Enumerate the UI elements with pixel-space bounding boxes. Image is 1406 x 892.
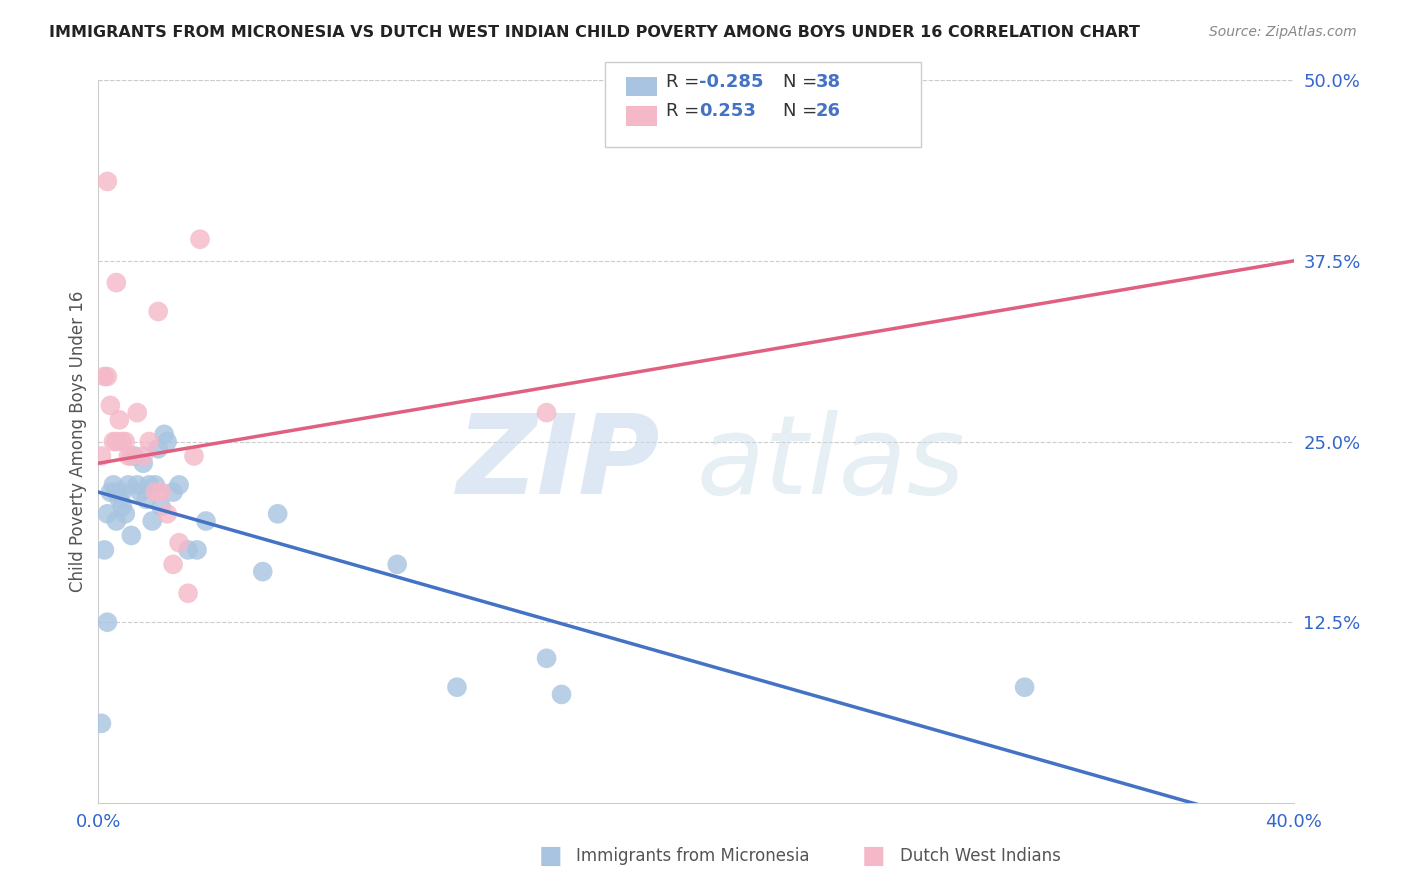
Point (148, 442, 170, 456)
Point (114, 507, 136, 521)
Point (105, 485, 128, 500)
Point (111, 434, 134, 449)
Point (143, 485, 166, 500)
Text: 38: 38 (815, 73, 841, 91)
Text: 26: 26 (815, 103, 841, 120)
Text: -0.285: -0.285 (699, 73, 763, 91)
Point (536, 651, 558, 665)
Y-axis label: Child Poverty Among Boys Under 16: Child Poverty Among Boys Under 16 (69, 291, 87, 592)
Point (132, 456, 155, 470)
Point (188, 232, 211, 246)
Point (1014, 680, 1036, 694)
Point (120, 449, 142, 463)
Point (103, 478, 125, 492)
Text: ■: ■ (862, 845, 886, 868)
Point (105, 434, 128, 449)
Point (108, 492, 131, 507)
Text: ■: ■ (538, 845, 562, 868)
Point (90, 449, 112, 463)
Point (446, 680, 468, 694)
Point (183, 449, 205, 463)
Point (141, 514, 163, 528)
Point (105, 514, 128, 528)
Point (105, 276, 128, 290)
Text: N =: N = (783, 103, 823, 120)
Point (96, 615, 118, 630)
Point (124, 449, 146, 463)
Point (167, 478, 190, 492)
Point (120, 528, 142, 542)
Point (108, 413, 131, 427)
Point (156, 434, 179, 449)
Point (96, 369, 118, 384)
Point (148, 304, 170, 318)
Point (162, 558, 184, 572)
Point (195, 514, 218, 528)
Point (93, 542, 115, 557)
Point (96, 507, 118, 521)
Point (138, 478, 160, 492)
Point (127, 478, 149, 492)
Point (162, 485, 184, 500)
Point (385, 558, 409, 572)
Point (138, 434, 160, 449)
Point (114, 434, 136, 449)
Point (96, 174, 118, 188)
Point (127, 406, 149, 420)
Point (550, 687, 572, 701)
Text: R =: R = (666, 103, 711, 120)
Point (93, 369, 115, 384)
Point (111, 485, 134, 500)
Point (252, 565, 274, 579)
Point (90, 716, 112, 731)
Text: 0.253: 0.253 (699, 103, 755, 120)
Text: ZIP: ZIP (457, 409, 661, 516)
Text: IMMIGRANTS FROM MICRONESIA VS DUTCH WEST INDIAN CHILD POVERTY AMONG BOYS UNDER 1: IMMIGRANTS FROM MICRONESIA VS DUTCH WEST… (49, 25, 1140, 40)
Text: Dutch West Indians: Dutch West Indians (900, 847, 1060, 865)
Point (536, 406, 558, 420)
Text: N =: N = (783, 73, 823, 91)
Point (98, 398, 122, 412)
Point (267, 507, 290, 521)
Point (153, 427, 176, 442)
Point (177, 586, 200, 600)
Point (111, 500, 134, 514)
Point (143, 478, 166, 492)
Point (98, 485, 122, 500)
Text: Source: ZipAtlas.com: Source: ZipAtlas.com (1209, 25, 1357, 39)
Text: Immigrants from Micronesia: Immigrants from Micronesia (576, 847, 810, 865)
Point (135, 492, 157, 507)
Point (177, 542, 200, 557)
Point (117, 449, 139, 463)
Point (167, 535, 190, 549)
Point (132, 449, 155, 463)
Text: R =: R = (666, 73, 706, 91)
Text: atlas: atlas (696, 409, 965, 516)
Point (150, 500, 173, 514)
Point (150, 485, 173, 500)
Point (117, 478, 139, 492)
Point (156, 507, 179, 521)
Point (186, 542, 208, 557)
Point (129, 485, 152, 500)
Point (103, 434, 125, 449)
